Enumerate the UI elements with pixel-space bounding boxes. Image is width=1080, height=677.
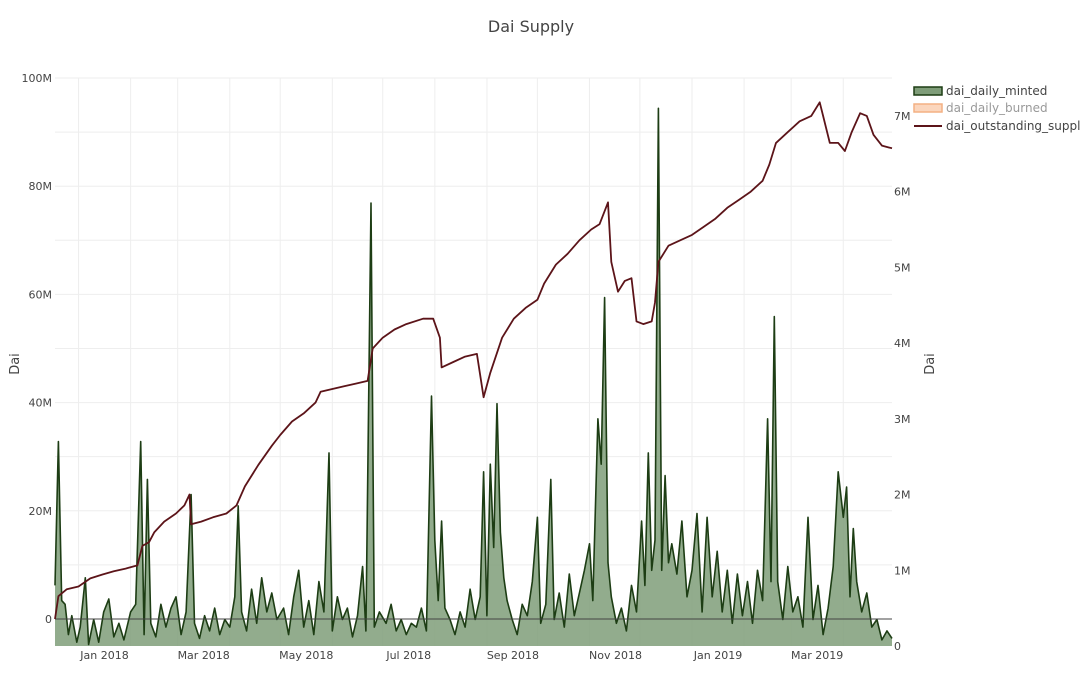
minted-area-layer	[54, 107, 893, 647]
x-tick-label: Mar 2019	[791, 649, 843, 662]
legend-item-supply[interactable]: dai_outstanding_supply	[914, 119, 1080, 133]
left-tick-label: 100M	[22, 72, 53, 85]
legend: dai_daily_minted dai_daily_burned dai_ou…	[913, 84, 1080, 133]
x-axis-ticks: Jan 2018 Mar 2018 May 2018 Jul 2018 Sep 2018…	[79, 649, 843, 662]
right-tick-label: 6M	[894, 186, 911, 199]
right-tick-label: 0	[894, 640, 901, 653]
right-axis-title: Dai	[923, 353, 938, 375]
x-tick-label: Sep 2018	[487, 649, 539, 662]
series-minted-line	[54, 107, 893, 646]
x-tick-label: Jan 2018	[79, 649, 128, 662]
left-tick-label: 0	[45, 613, 52, 626]
legend-label-burned: dai_daily_burned	[946, 101, 1048, 115]
right-tick-label: 2M	[894, 489, 911, 502]
legend-item-minted[interactable]: dai_daily_minted	[913, 84, 1047, 98]
left-axis-ticks: 0 20M 40M 60M 80M 100M	[22, 72, 53, 626]
left-tick-label: 80M	[29, 180, 53, 193]
y-gridlines	[55, 77, 892, 566]
right-tick-label: 1M	[894, 564, 911, 577]
right-axis-ticks: 0 1M 2M 3M 4M 5M 6M 7M	[894, 110, 911, 653]
left-tick-label: 20M	[29, 505, 53, 518]
supply-line-layer	[54, 101, 893, 620]
left-axis-title: Dai	[8, 353, 23, 375]
series-minted-area	[55, 108, 892, 647]
legend-swatch-minted	[913, 86, 943, 96]
left-tick-label: 60M	[29, 288, 53, 301]
legend-label-supply: dai_outstanding_supply	[946, 119, 1080, 133]
right-tick-label: 5M	[894, 261, 911, 274]
chart-title: Dai Supply	[488, 17, 574, 36]
left-tick-label: 40M	[29, 397, 53, 410]
series-supply-line	[54, 101, 893, 620]
right-tick-label: 7M	[894, 110, 911, 123]
x-tick-label: May 2018	[279, 649, 333, 662]
x-tick-label: Mar 2018	[178, 649, 230, 662]
right-tick-label: 3M	[894, 413, 911, 426]
legend-swatch-burned	[913, 103, 943, 113]
legend-label-minted: dai_daily_minted	[946, 84, 1047, 98]
right-tick-label: 4M	[894, 337, 911, 350]
legend-item-burned[interactable]: dai_daily_burned	[913, 101, 1048, 115]
x-tick-label: Nov 2018	[589, 649, 642, 662]
x-tick-label: Jul 2018	[385, 649, 431, 662]
x-tick-label: Jan 2019	[693, 649, 742, 662]
